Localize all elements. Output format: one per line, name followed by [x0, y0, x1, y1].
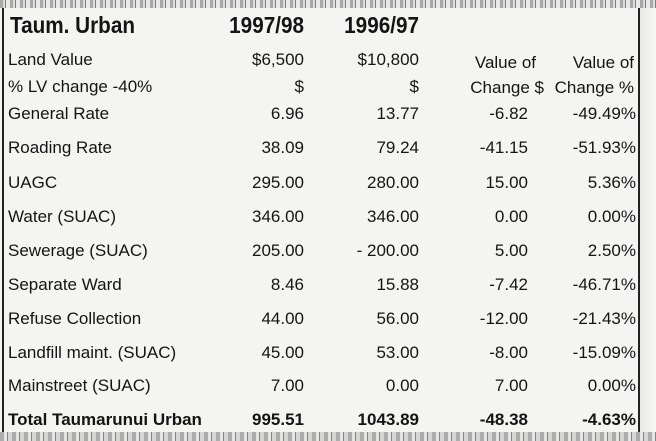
change-dollar-subheader: Change $ [470, 78, 544, 97]
row-value-1996-97: 0.00 [385, 376, 419, 395]
row-label: Refuse Collection [8, 309, 142, 328]
lv-change-label: % LV change -40% [8, 77, 153, 96]
row-change-dollar: -6.82 [489, 104, 528, 123]
scan-right-margin [640, 8, 656, 432]
row-change-percent: 0.00% [587, 376, 636, 395]
row-value-1996-97: 346.00 [367, 207, 419, 226]
table-right-border [638, 8, 640, 432]
row-label: Landfill maint. (SUAC) [8, 343, 177, 362]
row-value-1996-97: 79.24 [376, 138, 419, 157]
row-change-dollar: -7.42 [489, 275, 528, 294]
row-value-1997-98: 8.46 [270, 275, 304, 294]
change-percent-header: Value of [572, 53, 634, 72]
scan-bottom-edge [0, 432, 656, 441]
row-value-1996-97: 56.00 [376, 309, 419, 328]
unit-1997-98: $ [294, 77, 304, 96]
scan-top-edge [0, 0, 656, 8]
row-change-dollar: -12.00 [479, 309, 528, 328]
row-change-percent: 5.36% [587, 173, 636, 192]
row-value-1996-97: - 200.00 [356, 241, 419, 260]
land-value-1997-98: $6,500 [252, 50, 304, 69]
row-label: Separate Ward [8, 275, 122, 294]
table-title: Taum. Urban [10, 12, 135, 38]
column-header-1996-97: 1996/97 [344, 12, 419, 38]
row-value-1997-98: 205.00 [252, 241, 304, 260]
row-value-1997-98: 7.00 [270, 376, 304, 395]
row-value-1997-98: 346.00 [252, 207, 304, 226]
row-value-1996-97: 280.00 [367, 173, 419, 192]
row-label: UAGC [8, 173, 58, 192]
table-left-border [2, 8, 4, 432]
total-1997-98: 995.51 [252, 410, 304, 429]
row-change-percent: 0.00% [587, 207, 636, 226]
row-label: Roading Rate [8, 138, 112, 157]
change-dollar-header: Value of [474, 53, 536, 72]
total-change-dollar: -48.38 [479, 410, 528, 429]
row-label: General Rate [8, 104, 110, 123]
total-change-percent: -4.63% [582, 410, 636, 429]
land-value-label: Land Value [8, 50, 93, 69]
row-change-dollar: -41.15 [479, 138, 528, 157]
row-label: Water (SUAC) [8, 207, 116, 226]
row-change-percent: -46.71% [572, 275, 636, 294]
row-label: Sewerage (SUAC) [8, 241, 148, 260]
row-change-dollar: -8.00 [489, 343, 528, 362]
total-label: Total Taumarunui Urban [8, 410, 202, 429]
row-change-dollar: 0.00 [494, 207, 528, 226]
row-value-1997-98: 6.96 [270, 104, 304, 123]
row-change-percent: -49.49% [572, 104, 636, 123]
row-change-percent: -15.09% [572, 343, 636, 362]
row-value-1996-97: 13.77 [376, 104, 419, 123]
row-change-dollar: 15.00 [485, 173, 528, 192]
land-value-1996-97: $10,800 [357, 50, 419, 69]
row-value-1997-98: 295.00 [252, 173, 304, 192]
row-value-1997-98: 45.00 [261, 343, 304, 362]
row-label: Mainstreet (SUAC) [8, 376, 151, 395]
row-change-dollar: 7.00 [494, 376, 528, 395]
change-percent-subheader: Change % [554, 78, 634, 97]
row-change-percent: -21.43% [572, 309, 636, 328]
row-value-1996-97: 15.88 [376, 275, 419, 294]
unit-1996-97: $ [409, 77, 419, 96]
row-change-percent: 2.50% [587, 241, 636, 260]
row-value-1996-97: 53.00 [376, 343, 419, 362]
row-value-1997-98: 38.09 [261, 138, 304, 157]
row-change-percent: -51.93% [572, 138, 636, 157]
row-change-dollar: 5.00 [494, 241, 528, 260]
row-value-1997-98: 44.00 [261, 309, 304, 328]
total-1996-97: 1043.89 [357, 410, 419, 429]
column-header-1997-98: 1997/98 [229, 12, 304, 38]
